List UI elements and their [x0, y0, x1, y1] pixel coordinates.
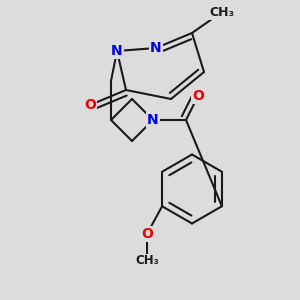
Text: CH₃: CH₃	[209, 5, 235, 19]
Text: O: O	[141, 227, 153, 241]
Text: N: N	[147, 113, 159, 127]
Text: N: N	[150, 41, 162, 55]
Text: N: N	[111, 44, 123, 58]
Text: O: O	[84, 98, 96, 112]
Text: O: O	[192, 89, 204, 103]
Text: CH₃: CH₃	[135, 254, 159, 268]
